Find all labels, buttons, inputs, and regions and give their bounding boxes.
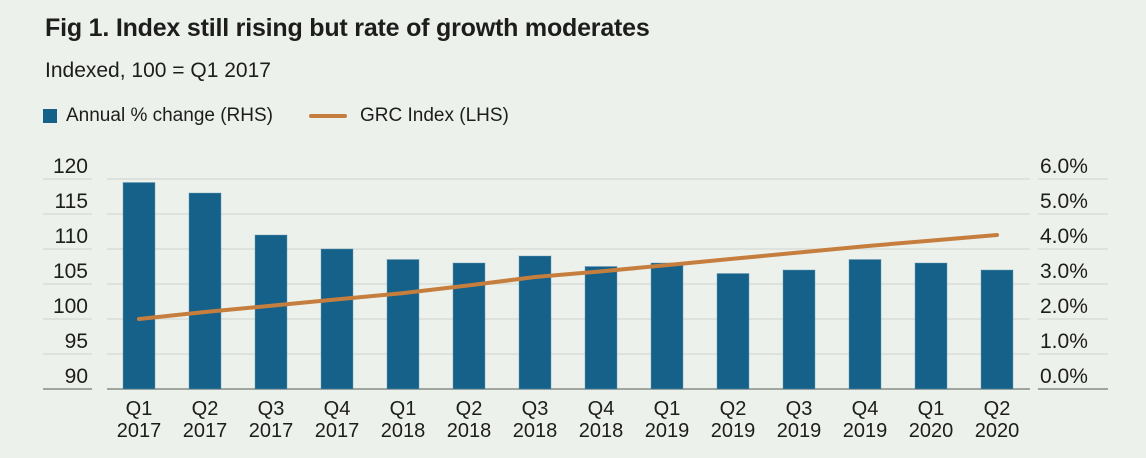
x-axis-label-q1-2019: Q1 2019 (645, 398, 690, 442)
x-axis-label-q3-2019: Q3 2019 (777, 398, 822, 442)
x-axis-label-q2-2018: Q2 2018 (447, 398, 492, 442)
x-axis-label-q3-2018: Q3 2018 (513, 398, 558, 442)
bar-series-swatch-icon (43, 109, 57, 123)
bar-q1-2020 (914, 262, 948, 390)
right-axis-tick-label: 0.0% (1040, 365, 1088, 388)
bar-q4-2018 (584, 266, 618, 390)
right-axis-tick-label: 2.0% (1040, 295, 1088, 318)
x-axis-label-q2-2017: Q2 2017 (183, 398, 228, 442)
legend: Annual % change (RHS) GRC Index (LHS) (43, 105, 509, 127)
right-axis-tick-label: 4.0% (1040, 225, 1088, 248)
x-axis-label-q4-2017: Q4 2017 (315, 398, 360, 442)
grc-index-line (137, 233, 999, 321)
bar-q4-2019 (848, 259, 882, 390)
bar-q3-2019 (782, 269, 816, 390)
bar-q4-2017 (320, 248, 354, 390)
left-axis-tick-label: 105 (53, 260, 88, 283)
left-axis-tick-label: 110 (55, 225, 88, 248)
bar-q2-2018 (452, 262, 486, 390)
x-axis-label-q3-2017: Q3 2017 (249, 398, 294, 442)
legend-item-grc-index: GRC Index (LHS) (309, 105, 509, 127)
bar-q2-2019 (716, 273, 750, 390)
figure-subtitle: Indexed, 100 = Q1 2017 (45, 59, 271, 82)
right-axis-tick-label: 1.0% (1040, 330, 1088, 353)
bar-q1-2017 (122, 182, 156, 390)
bar-q1-2018 (386, 259, 420, 390)
bar-q2-2020 (980, 269, 1014, 390)
left-axis-tick-label: 90 (65, 365, 88, 388)
legend-item-annual-change: Annual % change (RHS) (43, 105, 273, 127)
legend-label-annual-change: Annual % change (RHS) (66, 105, 273, 126)
x-axis-label-q2-2020: Q2 2020 (975, 398, 1020, 442)
left-axis-tick-label: 115 (55, 190, 88, 213)
x-axis-label-q1-2018: Q1 2018 (381, 398, 426, 442)
legend-label-grc-index: GRC Index (LHS) (360, 105, 509, 126)
left-axis-tick-label: 120 (53, 155, 88, 178)
x-axis-label-q4-2019: Q4 2019 (843, 398, 888, 442)
bar-q2-2017 (188, 192, 222, 390)
x-axis-label-q1-2020: Q1 2020 (909, 398, 954, 442)
line-series-swatch-icon (309, 114, 347, 118)
right-axis-tick-label: 5.0% (1040, 190, 1088, 213)
left-axis-tick-label: 100 (53, 295, 88, 318)
right-axis-tick-label: 6.0% (1040, 155, 1088, 178)
left-axis-tick-label: 95 (65, 330, 88, 353)
x-axis-label-q4-2018: Q4 2018 (579, 398, 624, 442)
bar-q1-2019 (650, 262, 684, 390)
x-axis-label-q2-2019: Q2 2019 (711, 398, 756, 442)
x-axis-label-q1-2017: Q1 2017 (117, 398, 162, 442)
right-axis-tick-label: 3.0% (1040, 260, 1088, 283)
figure-title: Fig 1. Index still rising but rate of gr… (45, 14, 650, 42)
bar-q3-2017 (254, 234, 288, 390)
